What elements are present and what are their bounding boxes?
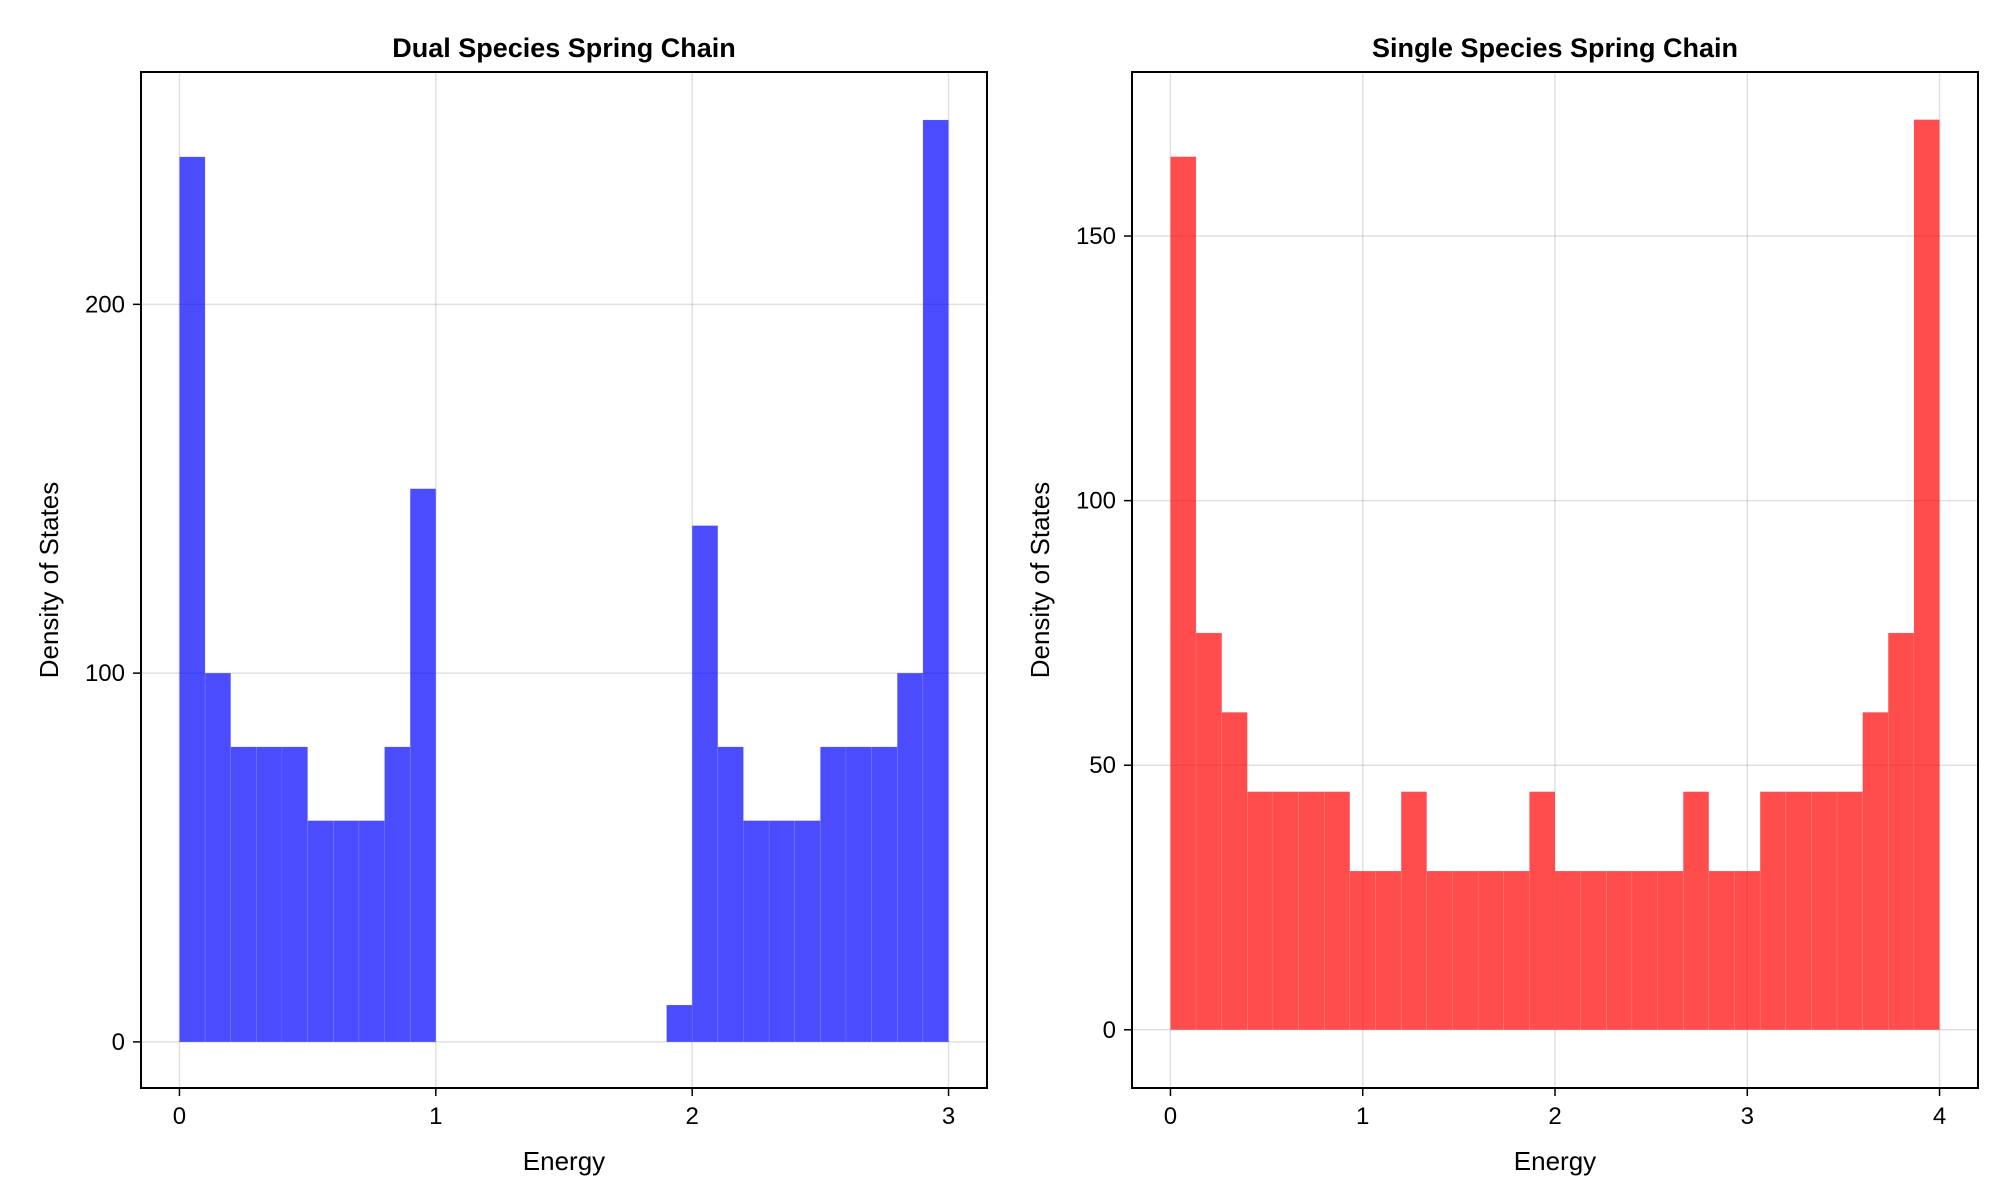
y-tick-label: 100 xyxy=(1076,488,1116,515)
histogram-bar xyxy=(666,1004,693,1043)
histogram-bar xyxy=(794,820,821,1043)
histogram-bar xyxy=(1170,156,1197,1031)
histogram-bar xyxy=(1708,870,1735,1031)
histogram-bar xyxy=(332,820,360,1043)
histogram-bar xyxy=(358,820,385,1043)
histogram-bar xyxy=(230,746,257,1043)
histogram-bar xyxy=(1272,791,1300,1031)
chart-title: Single Species Spring Chain xyxy=(1372,33,1738,63)
histogram-bar xyxy=(1682,791,1710,1031)
x-tick-label: 0 xyxy=(1164,1103,1177,1130)
y-axis-label: Density of States xyxy=(34,482,64,679)
histogram-bar xyxy=(1887,632,1915,1031)
y-tick-label: 50 xyxy=(1089,752,1116,779)
x-tick-label: 2 xyxy=(686,1103,699,1130)
histogram-bar xyxy=(1631,870,1658,1031)
x-axis-label: Energy xyxy=(523,1146,605,1176)
y-tick-label: 150 xyxy=(1076,223,1116,250)
x-tick-label: 1 xyxy=(429,1103,442,1130)
x-tick-label: 1 xyxy=(1356,1103,1369,1130)
histogram-bar xyxy=(281,746,308,1043)
dual-species-panel: Dual Species Spring Chain 0 1 2 3 0 100 200 En… xyxy=(34,33,988,1176)
histogram-bars xyxy=(179,119,949,1043)
histogram-bar xyxy=(743,820,770,1043)
histogram-bar xyxy=(1759,791,1787,1031)
histogram-bar xyxy=(1913,119,1940,1031)
histogram-bar xyxy=(1503,870,1530,1031)
histogram-bar xyxy=(1836,791,1863,1031)
y-tick-label: 0 xyxy=(1103,1017,1116,1044)
histogram-bar xyxy=(384,746,411,1043)
x-tick-label: 0 xyxy=(173,1103,186,1130)
histogram-bar xyxy=(845,746,872,1043)
histogram-bar xyxy=(1580,870,1607,1031)
tick-labels: 0 1 2 3 4 0 50 100 150 xyxy=(1076,223,1946,1130)
histogram-bar xyxy=(1375,870,1402,1031)
histogram-bar xyxy=(307,820,334,1043)
histogram-bar xyxy=(1554,870,1581,1031)
histogram-bar xyxy=(820,746,847,1043)
x-tick-label: 2 xyxy=(1548,1103,1561,1130)
histogram-bar xyxy=(922,119,949,1043)
histogram-bar xyxy=(1221,711,1248,1031)
x-tick-label: 3 xyxy=(1741,1103,1754,1130)
histogram-bar xyxy=(409,488,437,1043)
x-tick-label: 4 xyxy=(1933,1103,1946,1130)
histogram-bar xyxy=(1247,791,1274,1031)
y-tick-label: 100 xyxy=(85,660,125,687)
histogram-bar xyxy=(691,525,719,1043)
y-tick-label: 200 xyxy=(85,291,125,318)
histogram-bar xyxy=(871,746,898,1043)
histogram-bar xyxy=(1785,791,1812,1031)
histogram-bar xyxy=(1810,791,1838,1031)
histogram-bar xyxy=(256,746,283,1043)
histogram-bar xyxy=(1298,791,1325,1031)
histogram-bar xyxy=(1862,711,1889,1031)
histogram-bar xyxy=(1195,632,1223,1031)
histogram-bar xyxy=(1323,791,1351,1031)
histogram-bar xyxy=(1529,791,1556,1031)
y-axis-label: Density of States xyxy=(1025,482,1055,679)
histogram-bar xyxy=(1477,870,1504,1031)
histogram-bar xyxy=(1657,870,1684,1031)
histogram-bar xyxy=(1734,870,1761,1031)
histogram-bar xyxy=(1426,870,1453,1031)
y-tick-label: 0 xyxy=(112,1029,125,1056)
x-axis-label: Energy xyxy=(1514,1146,1596,1176)
histogram-bar xyxy=(1452,870,1479,1031)
x-tick-label: 3 xyxy=(942,1103,955,1130)
histogram-bar xyxy=(896,672,924,1043)
histogram-bar xyxy=(1606,870,1633,1031)
histogram-bar xyxy=(717,746,744,1043)
histogram-bar xyxy=(179,156,206,1043)
histogram-bar xyxy=(1349,870,1376,1031)
histogram-bars xyxy=(1170,119,1940,1031)
tick-labels: 0 1 2 3 0 100 200 xyxy=(85,291,955,1130)
single-species-panel: Single Species Spring Chain 0 1 2 3 4 0 50 100 1… xyxy=(1025,33,1979,1176)
chart-title: Dual Species Spring Chain xyxy=(392,33,736,63)
plot-frame xyxy=(140,71,988,1089)
histogram-bar xyxy=(1400,791,1428,1031)
histogram-bar xyxy=(768,820,796,1043)
histogram-bar xyxy=(204,672,232,1043)
